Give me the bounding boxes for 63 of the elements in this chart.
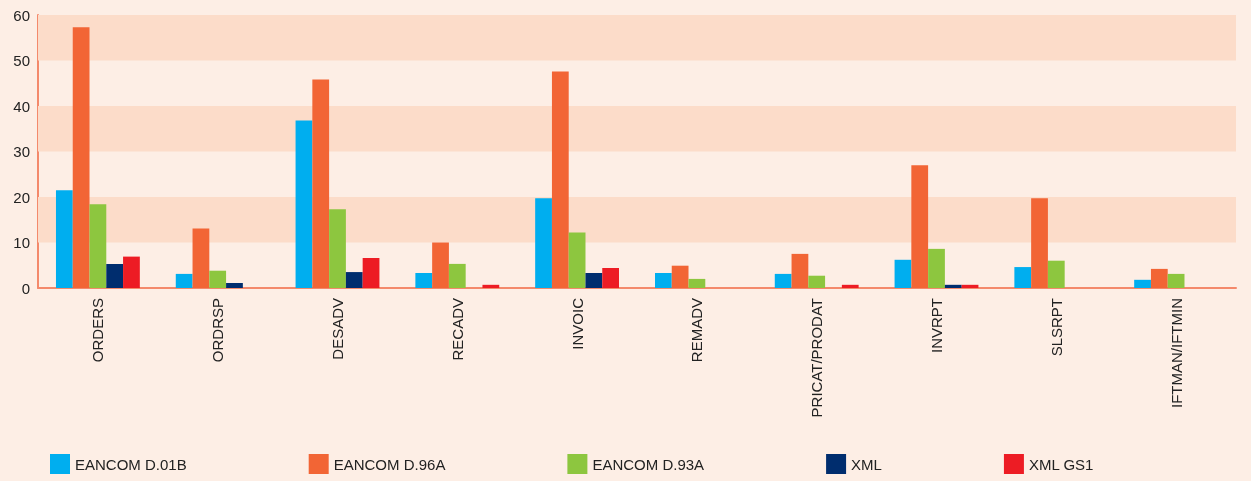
bar xyxy=(192,228,210,288)
bar xyxy=(55,190,73,288)
bar xyxy=(1031,198,1048,288)
bar xyxy=(72,27,90,288)
x-tick-label: SLSRPT xyxy=(1047,298,1065,357)
bar xyxy=(894,259,912,288)
bar xyxy=(928,248,945,288)
x-tick-label: INVRPT xyxy=(928,298,945,354)
bar xyxy=(944,284,962,288)
y-tick-label: 40 xyxy=(13,97,30,115)
bar xyxy=(448,263,466,288)
bar xyxy=(1167,273,1185,288)
bar xyxy=(654,272,672,288)
y-tick-label: 20 xyxy=(13,188,30,206)
y-tick-label: 30 xyxy=(13,143,30,160)
legend-label: EANCOM D.96A xyxy=(333,455,446,473)
x-tick-label: ORDRSP xyxy=(209,298,227,363)
y-tick-label: 10 xyxy=(13,234,30,251)
bar xyxy=(1047,260,1065,288)
bar xyxy=(175,273,193,288)
bar xyxy=(791,253,809,288)
bar xyxy=(535,198,552,288)
x-tick-label: DESADV xyxy=(329,298,346,360)
y-tick-label: 0 xyxy=(21,279,30,297)
legend-label: XML GS1 xyxy=(1028,455,1094,473)
bar xyxy=(602,267,620,288)
x-tick-label: IFTMAN/IFTMIN xyxy=(1167,298,1185,408)
bar xyxy=(345,272,363,288)
legend-label: EANCOM D.93A xyxy=(592,455,705,473)
bar xyxy=(671,265,689,288)
y-tick-label: 60 xyxy=(13,6,30,24)
x-tick-label: INVOIC xyxy=(568,297,586,350)
legend-label: XML xyxy=(851,455,882,473)
bar xyxy=(551,71,569,288)
bar xyxy=(106,263,124,288)
bar xyxy=(415,272,433,288)
x-tick-label: RECADV xyxy=(448,298,466,361)
bar xyxy=(688,278,706,288)
bar xyxy=(362,257,380,288)
bar xyxy=(961,284,979,288)
bar xyxy=(841,284,859,288)
bar xyxy=(1150,268,1168,288)
bar xyxy=(1134,279,1151,288)
bar xyxy=(209,270,227,288)
x-tick-label: ORDERS xyxy=(89,298,107,363)
bar xyxy=(432,242,449,288)
legend-label: EANCOM D.01B xyxy=(75,455,187,473)
x-tick-label: REMADV xyxy=(688,298,706,363)
bar xyxy=(329,209,346,288)
bar xyxy=(89,204,107,288)
bar xyxy=(312,79,330,288)
bar xyxy=(585,272,603,288)
bar xyxy=(226,283,243,288)
bar xyxy=(123,256,140,288)
bar xyxy=(295,120,313,288)
bar xyxy=(568,232,586,288)
bar xyxy=(911,165,929,288)
bar xyxy=(1014,267,1032,288)
bar xyxy=(482,284,500,288)
x-tick-label: PRICAT/PRODAT xyxy=(808,298,826,418)
bar xyxy=(774,273,792,288)
bar xyxy=(808,275,826,288)
y-tick-label: 50 xyxy=(13,52,30,69)
